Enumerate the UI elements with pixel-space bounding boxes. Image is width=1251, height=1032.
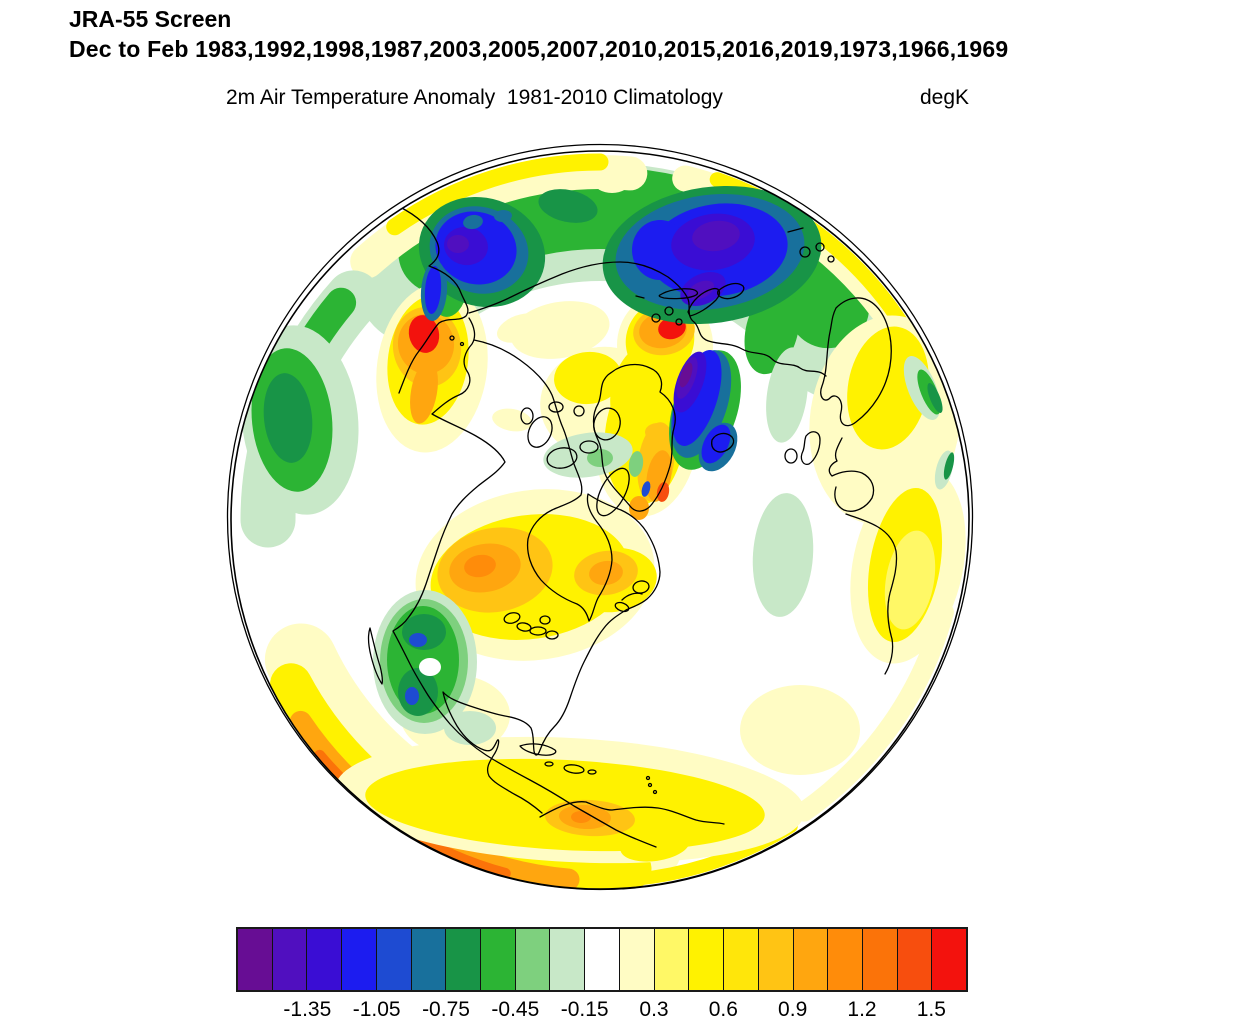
colorbar-segment [342,929,377,990]
colorbar-segment [550,929,586,990]
colorbar-segment [307,929,343,990]
colorbar-tick-label: 0.6 [708,998,738,1021]
siberia-cold-blob-west [418,196,546,321]
colorbar-segment [515,929,551,990]
colorbar-segment [446,929,482,990]
greenland-cold-streak [669,350,741,472]
colorbar-tick-label: -1.05 [352,998,401,1021]
colorbar-ticks: -1.35 -1.05 -0.75 -0.45 -0.15 0.3 0.6 0.9 1.2 1.5 [238,998,966,1028]
colorbar-tick-label: 0.3 [639,998,669,1021]
colorbar-segment [238,929,273,990]
colorbar-tick-label: -0.75 [422,998,470,1021]
units-label: degK [920,86,970,109]
colorbar-segment [376,929,412,990]
colorbar-segment [585,929,620,990]
colorbar-segment [758,929,794,990]
colorbar-segment [481,929,516,990]
siberia-cold-blob-east [602,185,822,325]
colorbar-segment [619,929,655,990]
colorbar-segment [654,929,690,990]
colorbar-tick-label: 1.5 [916,998,946,1021]
colorbar-tick-label: 1.2 [847,998,877,1021]
colorbar [236,927,968,992]
colorbar-tick-label: -0.15 [560,998,609,1021]
colorbar-segment [724,929,759,990]
colorbar-segment [828,929,863,990]
colorbar-tick-label: -0.45 [491,998,540,1021]
colorbar-segment [272,929,308,990]
colorbar-segment [411,929,447,990]
colorbar-segment [689,929,725,990]
colorbar-segment [862,929,898,990]
page-title: JRA-55 Screen [69,6,232,32]
hot-spot-bering [408,315,440,353]
colorbar-segments [238,929,967,990]
colorbar-tick-label: -1.35 [283,998,332,1021]
variable-label: 2m Air Temperature Anomaly 1981-2010 Cli… [226,86,723,109]
anomaly-field [231,151,969,889]
cold-green-regions [241,189,955,745]
colorbar-tick-label: 0.9 [778,998,808,1021]
coastlines [367,205,898,848]
colorbar-segment [793,929,829,990]
colorbar-segment [932,929,967,990]
page-subtitle: Dec to Feb 1983,1992,1998,1987,2003,2005… [69,36,1009,62]
globe-outline [226,143,974,891]
colorbar-segment [897,929,933,990]
